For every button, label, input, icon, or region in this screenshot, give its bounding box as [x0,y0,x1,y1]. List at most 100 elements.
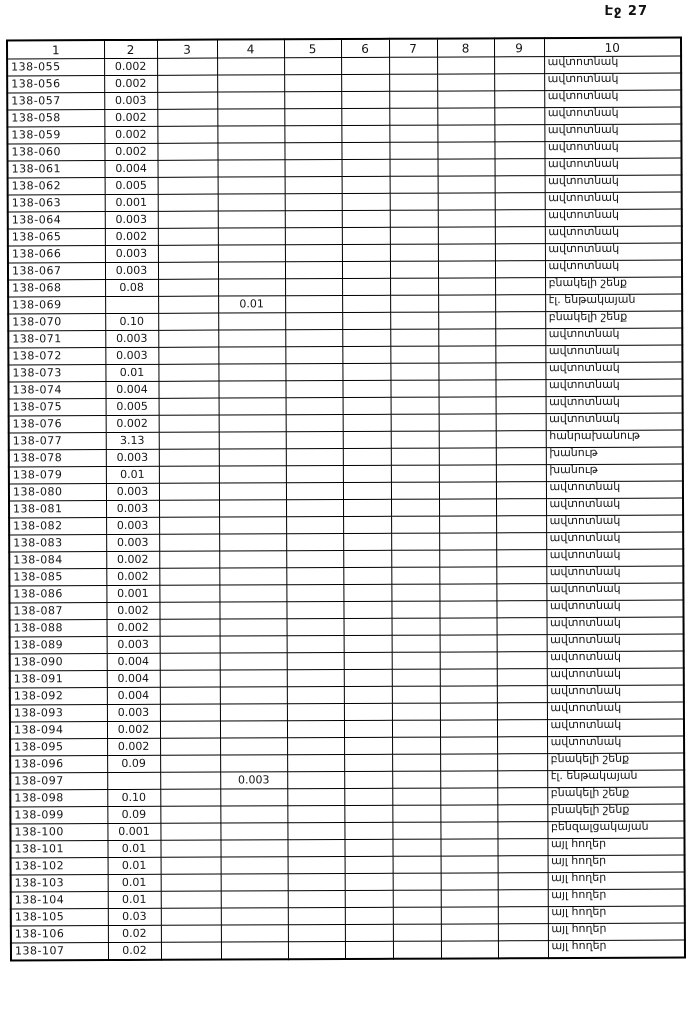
cell-empty [439,515,497,534]
cell-empty [496,498,547,516]
cell-empty [392,754,441,772]
cell-empty [286,550,344,568]
land-use-text: ավտոտնակ [550,634,621,647]
land-use-text: ավտոտնակ [547,56,619,69]
land-use-text: բնակելի շենք [550,804,630,817]
cell-empty [344,771,393,789]
cell-empty [287,924,345,942]
cell-empty [344,805,393,823]
cell-empty [158,449,219,467]
land-use-text: ավտոտնակ [548,345,620,358]
cell-empty [287,941,346,960]
cell-empty [389,210,438,228]
cell-empty [159,721,221,739]
cell-empty [497,838,548,856]
cell-empty [344,788,393,806]
land-use-text: այլ հողեր [551,889,607,902]
cell-col4-value [220,941,289,960]
cell-empty [343,533,392,551]
cell-empty [159,585,220,603]
cell-empty [437,226,495,245]
table-body: 138-055 0.002 ավտոտնակ 138-056 0.002 ավտոտնակ… [7,56,686,961]
cell-area-value: 0.003 [105,347,159,365]
land-use-text: ավտոտնակ [549,498,621,511]
cell-empty [160,874,221,892]
cell-empty [494,141,545,159]
cell-empty [439,702,497,721]
cell-land-use: բնակելի շենք [545,277,683,295]
cell-empty [496,685,547,703]
cell-empty [160,942,222,960]
cell-area-value: 0.004 [105,381,159,399]
cell-empty [284,74,342,92]
cell-empty [496,651,547,669]
page-number-label: Էջ 27 [604,4,648,19]
cell-area-value: 0.002 [104,143,158,161]
cell-empty [496,549,547,567]
table-row: 138-065 0.002 ավտոտնակ [7,226,682,246]
cell-empty [496,719,548,737]
cell-empty [390,465,439,483]
cell-land-use: ավտոտնակ [546,668,684,686]
cell-parcel-id: 138-084 [9,551,107,569]
cell-empty [391,499,440,517]
cell-col4-value [219,567,287,586]
column-header-6: 6 [340,38,390,58]
cell-empty [494,158,545,176]
cell-empty [440,855,498,874]
land-use-text: խանութ [549,447,598,460]
cell-empty [343,669,392,687]
cell-empty [390,397,439,415]
cell-area-value: 0.003 [105,449,159,467]
cell-land-use: այլ հողեր [547,872,685,890]
cell-col4-value [218,414,286,433]
cell-empty [286,686,344,704]
cell-empty [440,889,498,908]
column-header-3: 3 [156,39,218,59]
cell-empty [342,295,391,313]
cell-land-use: ավտոտնակ [546,566,684,584]
cell-empty [494,90,545,108]
cell-empty [284,261,343,279]
cell-empty [341,227,390,245]
cell-empty [287,771,345,789]
cell-empty [390,278,439,296]
cell-area-value: 0.003 [104,211,158,229]
cell-empty [437,192,495,211]
land-use-text: ավտոտնակ [548,226,620,239]
cell-empty [284,244,342,262]
cell-land-use: ավտոտնակ [544,209,682,227]
cell-area-value: 0.01 [105,466,159,484]
cell-col4-value [218,363,286,382]
cell-empty [344,737,393,755]
cell-parcel-id: 138-055 [7,58,105,76]
cell-empty [342,329,391,347]
cell-empty [497,889,548,907]
cell-col4-value [219,720,288,739]
cell-empty [389,244,438,262]
cell-empty [437,73,495,92]
cell-parcel-id: 138-062 [7,177,105,195]
cell-empty [344,839,393,857]
cell-col4-value [219,618,287,637]
land-use-text: բենզալցակայան [550,821,649,834]
cell-empty [438,447,496,466]
cell-empty [437,260,496,279]
cell-empty [440,736,498,755]
land-use-text: խանութ [549,464,598,477]
cell-area-value: 0.002 [104,109,158,127]
cell-empty [494,243,545,261]
cell-empty [438,328,496,347]
cell-empty [391,618,440,636]
cell-land-use: բենզալցակայան [547,821,685,839]
cell-empty [438,413,496,432]
cell-empty [392,924,441,942]
cell-empty [437,90,495,109]
cell-area-value: 0.002 [107,738,161,756]
table-row: 138-055 0.002 ավտոտնակ [7,56,682,76]
table-row: 138-056 0.002 ավտոտնակ [7,73,682,93]
cell-empty [439,532,497,551]
cell-empty [497,787,548,805]
cell-col4-value [220,856,288,875]
cell-empty [438,345,496,364]
